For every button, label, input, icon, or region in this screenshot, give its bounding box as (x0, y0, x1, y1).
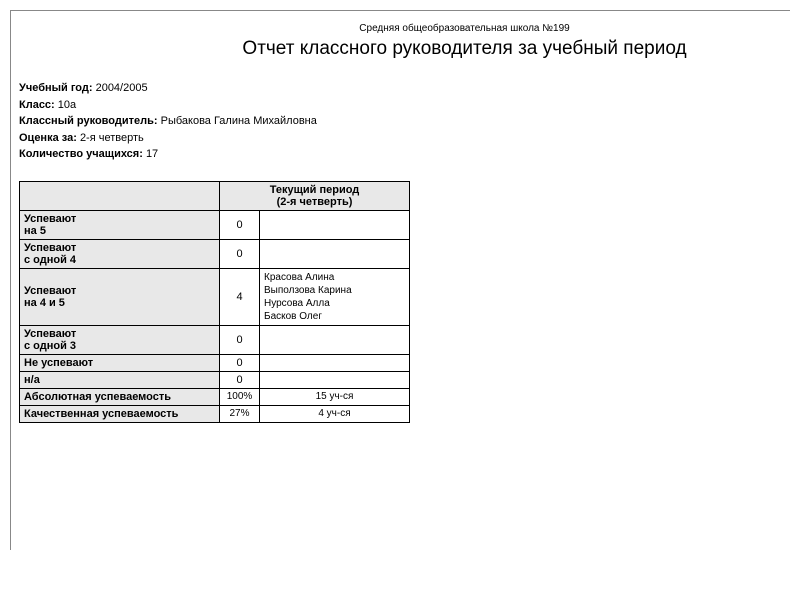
row-label: Успеваютна 5 (20, 210, 220, 239)
meta-teacher-label: Классный руководитель: (19, 115, 158, 127)
meta-grade-for-label: Оценка за: (19, 132, 77, 144)
row-count: 0 (220, 239, 260, 268)
report-title: Отчет классного руководителя за учебный … (139, 38, 790, 60)
row-label: Успеваютс одной 4 (20, 239, 220, 268)
row-names (260, 239, 410, 268)
summary-students: 15 уч-ся (260, 388, 410, 405)
row-count: 0 (220, 371, 260, 388)
summary-percent: 100% (220, 388, 260, 405)
row-label: н/а (20, 371, 220, 388)
summary-label: Качественная успеваемость (20, 405, 220, 422)
summary-label: Абсолютная успеваемость (20, 388, 220, 405)
row-count: 0 (220, 210, 260, 239)
meta-students-count-label: Количество учащихся: (19, 148, 143, 160)
table-row: Успеваютс одной 30 (20, 325, 410, 354)
row-count: 0 (220, 325, 260, 354)
meta-class-label: Класс: (19, 99, 55, 111)
meta-students-count-value: 17 (146, 148, 158, 160)
table-row: Успеваютс одной 40 (20, 239, 410, 268)
report-table: Текущий период (2-я четверть) Успеваютна… (19, 181, 410, 423)
row-label: Успеваютс одной 3 (20, 325, 220, 354)
row-count: 0 (220, 354, 260, 371)
table-header-period: Текущий период (2-я четверть) (220, 181, 410, 210)
meta-block: Учебный год: 2004/2005 Класс: 10а Классн… (19, 80, 790, 163)
row-label: Не успевают (20, 354, 220, 371)
table-row: Успеваютна 50 (20, 210, 410, 239)
meta-year-label: Учебный год: (19, 82, 93, 94)
row-names (260, 371, 410, 388)
row-label: Успеваютна 4 и 5 (20, 268, 220, 325)
row-count: 4 (220, 268, 260, 325)
table-row: Успеваютна 4 и 54Красова АлинаВыползова … (20, 268, 410, 325)
school-name: Средняя общеобразовательная школа №199 (139, 23, 790, 34)
meta-year-value: 2004/2005 (96, 82, 148, 94)
table-row: н/а0 (20, 371, 410, 388)
meta-teacher-value: Рыбакова Галина Михайловна (161, 115, 317, 127)
meta-class-value: 10а (58, 99, 76, 111)
row-names (260, 354, 410, 371)
summary-row: Абсолютная успеваемость100%15 уч-ся (20, 388, 410, 405)
row-names (260, 325, 410, 354)
table-row: Не успевают0 (20, 354, 410, 371)
row-names (260, 210, 410, 239)
row-names: Красова АлинаВыползова КаринаНурсова Алл… (260, 268, 410, 325)
summary-percent: 27% (220, 405, 260, 422)
meta-grade-for-value: 2-я четверть (80, 132, 144, 144)
summary-row: Качественная успеваемость27%4 уч-ся (20, 405, 410, 422)
table-header-empty (20, 181, 220, 210)
summary-students: 4 уч-ся (260, 405, 410, 422)
